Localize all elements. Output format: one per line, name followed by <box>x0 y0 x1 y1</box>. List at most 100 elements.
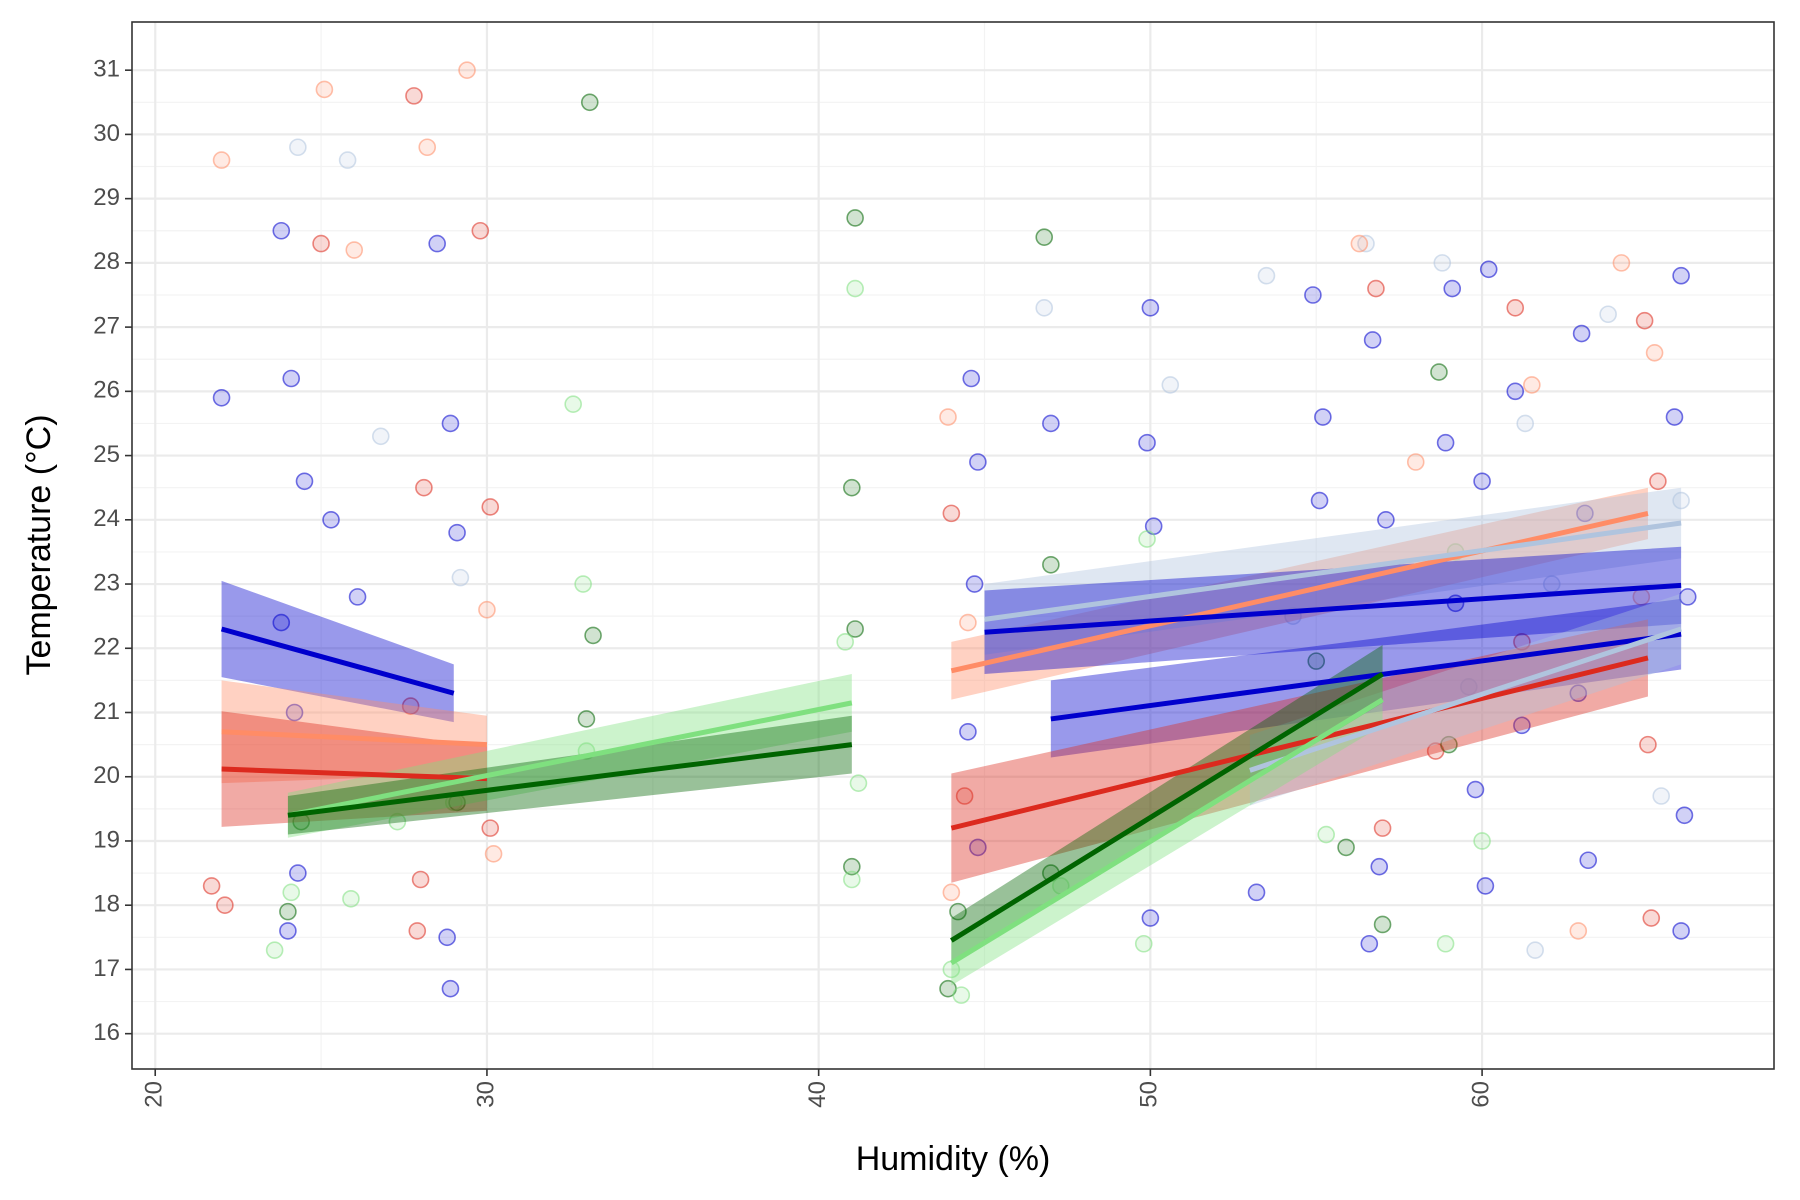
data-point <box>484 845 503 863</box>
x-tick-label: 50 <box>1136 1081 1163 1108</box>
data-point <box>295 472 314 491</box>
confidence-ribbon <box>287 715 852 835</box>
data-point <box>942 883 961 902</box>
trend-line <box>221 766 488 782</box>
data-point <box>952 986 971 1004</box>
data-point <box>1569 922 1588 940</box>
data-point <box>843 857 861 876</box>
data-point <box>441 414 460 433</box>
data-point <box>1599 305 1617 324</box>
data-point <box>1649 472 1667 491</box>
data-point <box>1665 408 1684 426</box>
data-point <box>451 568 470 587</box>
data-point <box>1247 883 1266 902</box>
y-tick-label: 18 <box>93 891 120 918</box>
data-point <box>279 902 297 921</box>
x-tick-label: 40 <box>804 1081 831 1108</box>
data-point <box>1377 511 1395 529</box>
data-point <box>481 498 500 516</box>
data-point <box>405 87 423 105</box>
confidence-ribbon <box>951 645 1383 964</box>
data-point <box>846 620 864 638</box>
data-point <box>580 93 599 112</box>
data-point <box>289 864 307 882</box>
data-point <box>1138 433 1156 452</box>
trend-line <box>287 700 853 818</box>
confidence-ribbon <box>221 680 487 784</box>
data-point <box>1645 344 1664 362</box>
data-point <box>438 928 456 947</box>
trend-line <box>220 626 455 696</box>
x-tick-label: 60 <box>1467 1081 1494 1108</box>
data-point <box>1304 286 1322 304</box>
data-point <box>836 633 854 651</box>
data-point <box>574 575 592 593</box>
data-point <box>1357 234 1375 253</box>
data-point <box>1042 414 1060 433</box>
data-point <box>1310 491 1329 510</box>
data-point <box>1141 299 1160 317</box>
y-tick-label: 26 <box>93 377 120 404</box>
data-point <box>202 877 221 895</box>
x-axis: 20 30 40 50 60 <box>141 1069 1494 1108</box>
data-point <box>1476 877 1495 895</box>
major-gridlines <box>132 22 1774 1069</box>
y-tick-label: 20 <box>93 762 120 789</box>
trend-line <box>950 697 1384 966</box>
y-tick-label: 23 <box>93 569 120 596</box>
data-point <box>942 504 961 523</box>
data-point <box>849 774 868 792</box>
data-point <box>1506 382 1525 401</box>
data-point <box>1675 806 1694 825</box>
data-point <box>282 369 301 388</box>
data-point <box>1337 838 1355 857</box>
data-point <box>388 812 407 831</box>
data-point <box>1317 825 1335 844</box>
trend-line <box>287 742 853 818</box>
data-point <box>1523 376 1541 394</box>
data-point <box>279 922 297 940</box>
data-point <box>212 388 231 407</box>
data-point <box>415 478 433 497</box>
data-point <box>1443 279 1462 298</box>
data-point <box>1367 279 1385 298</box>
data-point <box>1314 408 1332 426</box>
data-point <box>428 234 446 253</box>
data-point <box>471 221 490 240</box>
y-tick-label: 22 <box>93 634 120 661</box>
data-point <box>1473 832 1491 850</box>
data-point <box>1506 299 1525 317</box>
y-axis-title: Temperature (°C) <box>20 414 58 675</box>
data-point <box>411 870 430 889</box>
data-point <box>564 395 582 413</box>
data-point <box>959 722 977 741</box>
trend-lines <box>220 510 1682 966</box>
data-point <box>272 613 291 632</box>
data-point <box>272 221 291 240</box>
data-point <box>1373 915 1392 934</box>
trend-line <box>1249 626 1682 773</box>
y-tick-label: 21 <box>93 698 120 725</box>
data-point <box>577 710 596 728</box>
data-point <box>1672 922 1690 940</box>
data-point <box>1430 363 1448 381</box>
data-point <box>458 61 476 79</box>
data-point <box>1460 678 1478 696</box>
data-point <box>843 870 861 889</box>
data-point <box>1473 472 1491 491</box>
data-point <box>969 453 987 471</box>
data-point <box>1360 934 1379 953</box>
data-point <box>1350 234 1369 253</box>
data-point <box>408 922 427 940</box>
data-point <box>1526 941 1544 959</box>
y-tick-label: 24 <box>93 505 120 532</box>
x-axis-title: Humidity (%) <box>856 1140 1051 1178</box>
trend-line <box>984 582 1682 635</box>
data-point <box>1373 819 1392 837</box>
data-point <box>285 703 304 722</box>
data-point <box>1652 787 1671 805</box>
data-point <box>1406 453 1425 471</box>
data-point <box>1479 260 1498 279</box>
y-tick-label: 30 <box>93 120 120 147</box>
